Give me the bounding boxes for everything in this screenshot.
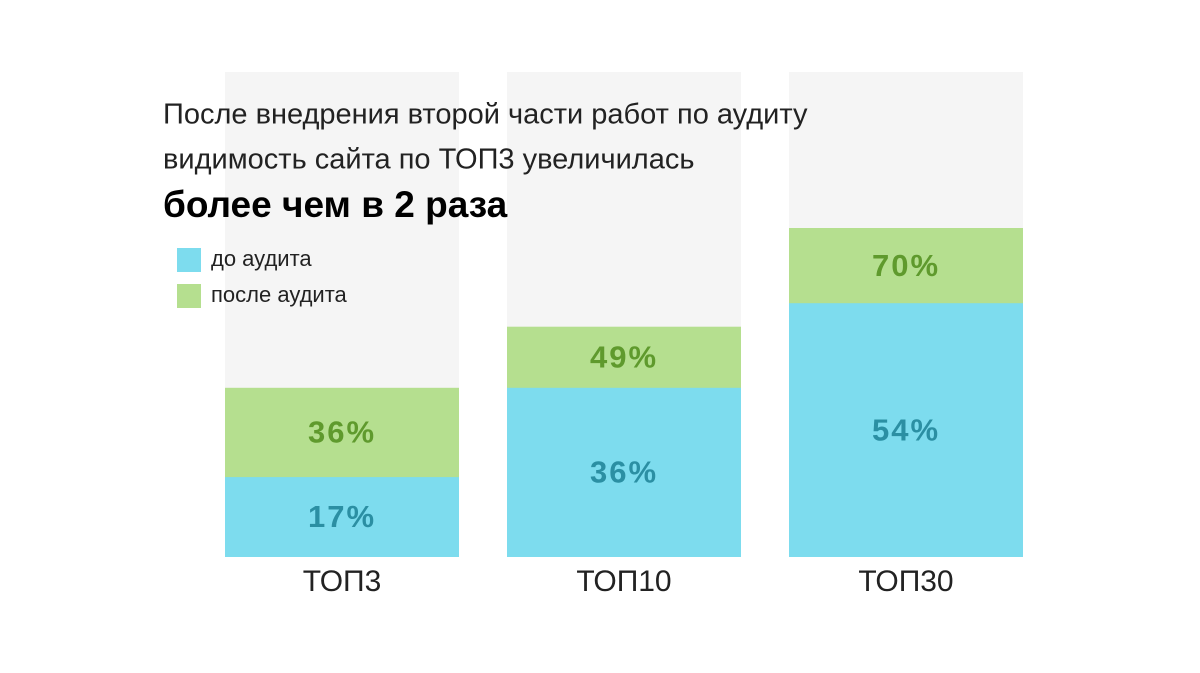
value-label: 36% bbox=[308, 415, 376, 450]
value-label: 17% bbox=[308, 499, 376, 534]
value-label: 49% bbox=[590, 339, 658, 374]
x-tick-label: ТОП3 bbox=[303, 565, 382, 598]
bar bbox=[507, 387, 741, 557]
chart-title: После внедрения второй части работ по ау… bbox=[163, 99, 808, 131]
legend-swatch bbox=[177, 284, 201, 308]
chart-title: видимость сайта по ТОП3 увеличилась bbox=[163, 144, 694, 176]
bar bbox=[225, 477, 459, 557]
bar bbox=[789, 303, 1023, 557]
x-tick-label: ТОП10 bbox=[576, 565, 671, 598]
x-tick-label: ТОП30 bbox=[858, 565, 953, 598]
legend-label: до аудита bbox=[211, 246, 312, 271]
value-label: 36% bbox=[590, 455, 658, 490]
chart-title-emphasis: более чем в 2 раза bbox=[163, 184, 508, 225]
legend-label: после аудита bbox=[211, 282, 348, 307]
value-label: 70% bbox=[872, 248, 940, 283]
value-label: 54% bbox=[872, 412, 940, 447]
legend-swatch bbox=[177, 248, 201, 272]
